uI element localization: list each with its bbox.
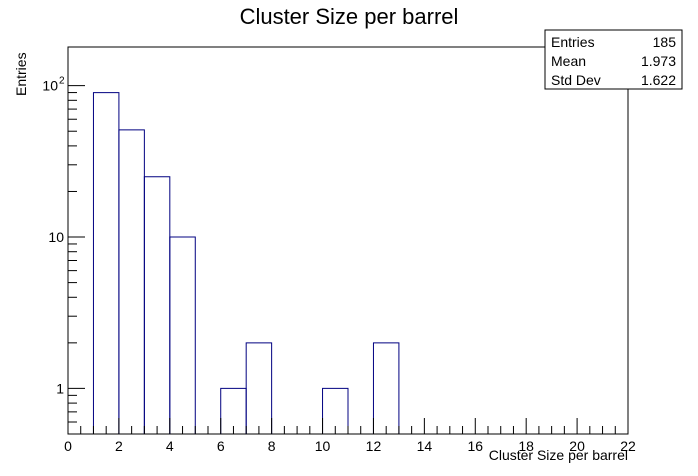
histogram-bin-3 [169, 236, 196, 434]
x-tick-label-3: 6 [217, 438, 225, 454]
stats-std-label: Std Dev [551, 72, 601, 88]
stats-box-border [544, 29, 683, 90]
x-tick-label-1: 2 [115, 438, 123, 454]
stats-mean-label: Mean [551, 53, 586, 69]
histogram-bin-0 [92, 92, 120, 434]
x-tick-label-9: 18 [518, 438, 534, 454]
x-tick-label-7: 14 [417, 438, 433, 454]
x-tick-label-8: 16 [467, 438, 483, 454]
histogram-bin-1 [118, 129, 145, 434]
stats-std-value: 1.622 [641, 72, 676, 88]
stats-entries-label: Entries [551, 34, 595, 50]
x-axis-ticks: 0 2 4 6 8 10 12 14 16 18 20 22 [64, 418, 636, 454]
plot-frame [67, 46, 629, 435]
histogram-bin-7 [372, 342, 400, 434]
chart-title: Cluster Size per barrel [240, 4, 459, 29]
y-axis-label: Entries [13, 52, 29, 96]
x-tick-label-5: 10 [315, 438, 331, 454]
y-tick-label-0: 1 [56, 380, 64, 396]
x-tick-label-4: 8 [268, 438, 276, 454]
histogram-bins [92, 92, 400, 434]
histogram-bin-2 [143, 176, 171, 434]
x-tick-label-11: 22 [620, 438, 636, 454]
y-tick-label-2: 10 [42, 78, 58, 94]
histogram-bin-5 [245, 342, 273, 434]
x-tick-label-10: 20 [569, 438, 585, 454]
y-tick-exponent-2: 2 [59, 76, 65, 87]
x-axis-label: Cluster Size per barrel [489, 447, 628, 463]
x-tick-label-6: 12 [366, 438, 382, 454]
stats-entries-value: 185 [653, 34, 677, 50]
y-tick-label-1: 10 [48, 229, 64, 245]
x-tick-label-0: 0 [64, 438, 72, 454]
stats-mean-value: 1.973 [641, 53, 676, 69]
histogram-bin-6 [322, 387, 349, 434]
x-tick-label-2: 4 [166, 438, 174, 454]
stats-box: Entries 185 Mean 1.973 Std Dev 1.622 [544, 29, 683, 90]
